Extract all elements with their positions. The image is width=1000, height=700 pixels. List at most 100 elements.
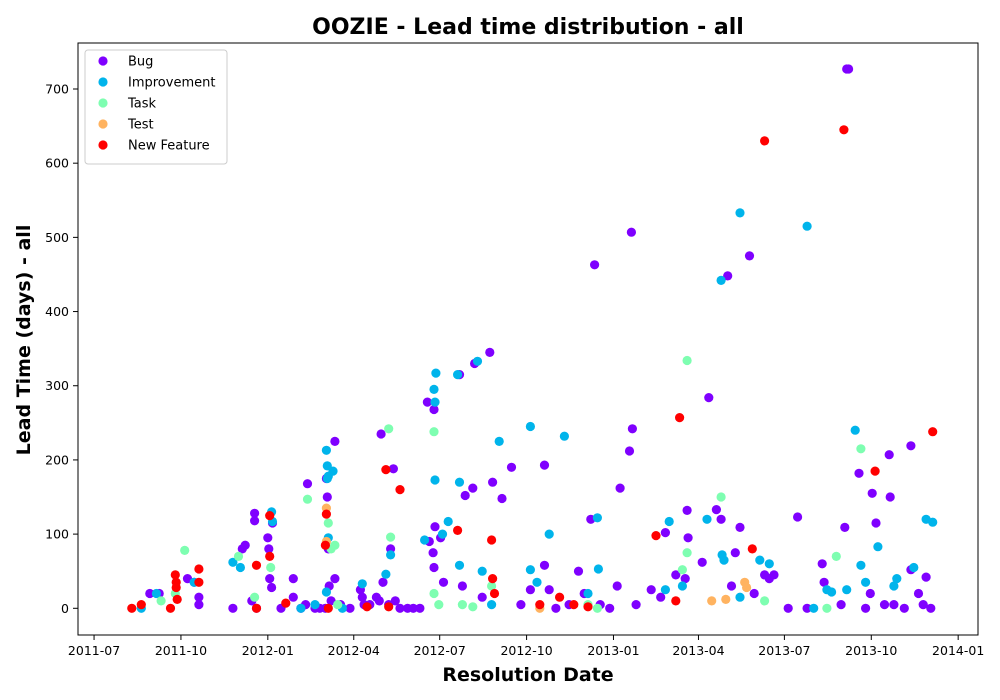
data-point [793, 512, 802, 521]
data-point [900, 604, 909, 613]
data-point [381, 465, 390, 474]
x-tick-label: 2013-07 [758, 643, 810, 658]
x-tick-label: 2011-07 [68, 643, 120, 658]
data-point [303, 495, 312, 504]
data-point [661, 528, 670, 537]
data-point [593, 604, 602, 613]
data-point [478, 567, 487, 576]
data-point [616, 484, 625, 493]
data-point [590, 260, 599, 269]
data-point [535, 600, 544, 609]
data-point [430, 522, 439, 531]
x-tick-label: 2012-01 [242, 643, 294, 658]
data-point [551, 604, 560, 613]
data-point [420, 535, 429, 544]
data-point [866, 589, 875, 598]
data-point [827, 587, 836, 596]
data-point [704, 393, 713, 402]
data-point [803, 222, 812, 231]
legend-label: New Feature [128, 139, 210, 154]
data-point [871, 518, 880, 527]
y-tick-label: 300 [45, 378, 69, 393]
data-point [661, 585, 670, 594]
data-point [926, 604, 935, 613]
data-point [526, 565, 535, 574]
data-point [250, 516, 259, 525]
data-point [727, 581, 736, 590]
data-point [906, 441, 915, 450]
y-tick-label: 700 [45, 81, 69, 96]
data-point [871, 467, 880, 476]
data-point [281, 599, 290, 608]
data-point [683, 548, 692, 557]
data-point [769, 570, 778, 579]
data-point [453, 370, 462, 379]
data-point [375, 596, 384, 605]
x-tick-label: 2013-01 [587, 643, 639, 658]
data-point [362, 602, 371, 611]
data-point [166, 604, 175, 613]
data-point [495, 437, 504, 446]
data-point [439, 578, 448, 587]
data-point [545, 585, 554, 594]
data-point [545, 530, 554, 539]
data-point [880, 600, 889, 609]
data-point [173, 595, 182, 604]
data-point [265, 511, 274, 520]
data-point [856, 561, 865, 570]
data-point [430, 398, 439, 407]
x-axis-label: Resolution Date [442, 664, 613, 686]
data-point [885, 450, 894, 459]
data-point [717, 276, 726, 285]
data-point [583, 589, 592, 598]
x-tick-label: 2013-04 [672, 643, 724, 658]
data-point [526, 585, 535, 594]
data-point [430, 475, 439, 484]
data-point [507, 463, 516, 472]
data-point [289, 574, 298, 583]
data-point [324, 604, 333, 613]
data-point [712, 505, 721, 514]
data-point [377, 429, 386, 438]
data-point [358, 579, 367, 588]
data-point [856, 444, 865, 453]
data-point [455, 478, 464, 487]
data-point [683, 356, 692, 365]
data-point [127, 604, 136, 613]
data-point [487, 535, 496, 544]
data-point [267, 583, 276, 592]
data-point [228, 604, 237, 613]
data-point [822, 604, 831, 613]
data-point [157, 596, 166, 605]
legend-marker [98, 119, 107, 128]
data-point [194, 578, 203, 587]
data-point [303, 479, 312, 488]
data-point [516, 600, 525, 609]
data-point [429, 589, 438, 598]
data-point [490, 589, 499, 598]
data-point [569, 600, 578, 609]
data-point [784, 604, 793, 613]
legend-marker [98, 56, 107, 65]
data-point [296, 604, 305, 613]
data-point [384, 424, 393, 433]
data-point [717, 515, 726, 524]
data-point [497, 494, 506, 503]
legend-label: Bug [128, 55, 153, 70]
data-point [647, 585, 656, 594]
data-point [868, 489, 877, 498]
data-point [735, 523, 744, 532]
chart-title: OOZIE - Lead time distribution - all [312, 15, 744, 40]
data-point [384, 602, 393, 611]
data-point [735, 208, 744, 217]
data-point [532, 578, 541, 587]
data-point [678, 565, 687, 574]
data-point [378, 578, 387, 587]
y-axis-label: Lead Time (days) - all [13, 225, 35, 456]
data-point [458, 581, 467, 590]
data-point [844, 64, 853, 73]
data-point [381, 570, 390, 579]
data-point [839, 125, 848, 134]
data-point [488, 574, 497, 583]
data-point [323, 492, 332, 501]
